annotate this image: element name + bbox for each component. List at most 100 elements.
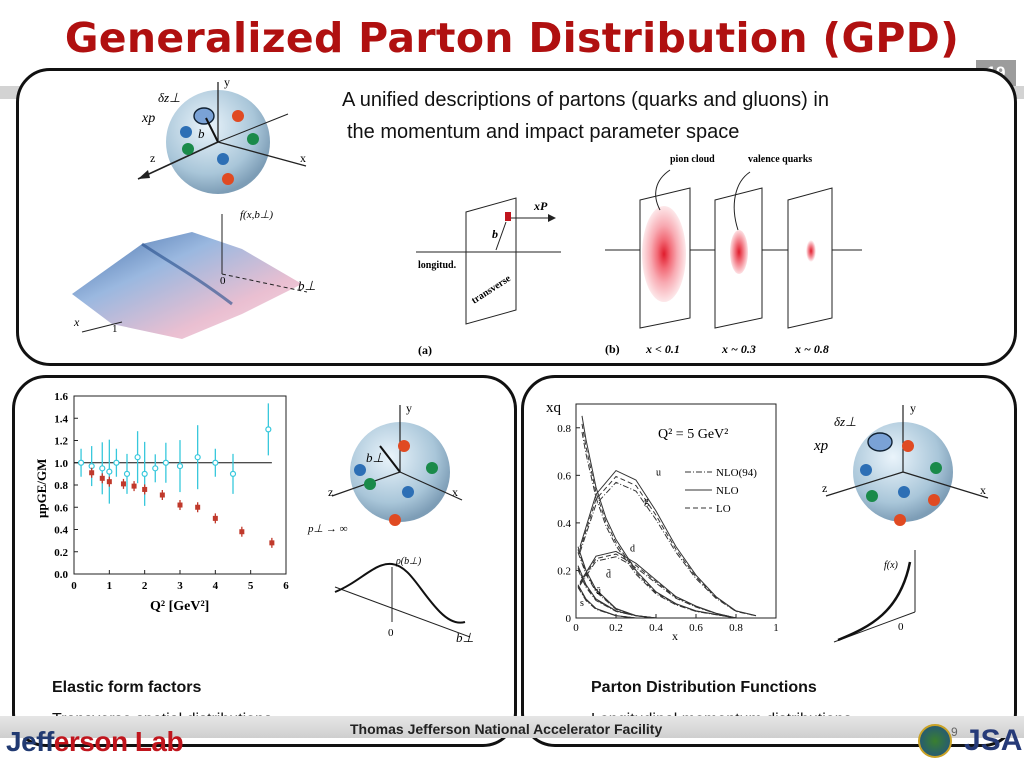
- ff-y-axis: y: [406, 401, 412, 415]
- pdf-curve-g: [581, 431, 737, 619]
- ff-data-point: [152, 465, 159, 472]
- pdf-y-tick-label: 0: [566, 613, 572, 625]
- ff-data-point: [77, 459, 85, 466]
- diagram-b-x3: x ~ 0.8: [794, 342, 829, 356]
- ff-y-tick-label: 0.2: [54, 547, 68, 559]
- ff-x-tick-label: 2: [142, 580, 148, 592]
- ff-data-point: [195, 504, 201, 510]
- ff-data-point: [269, 540, 275, 546]
- legend-lo: LO: [716, 503, 731, 515]
- fx-f-label: f(x): [884, 560, 899, 571]
- diagram-a-xp: xP: [533, 199, 548, 213]
- ff-x-tick-label: 3: [177, 580, 183, 592]
- pdf-y-ticks: 0.8 0.6 0.4 0.2 0: [557, 423, 580, 625]
- label-dz: δz⊥: [158, 90, 180, 105]
- pdf-z-axis: z: [822, 481, 827, 495]
- ff-y-tick-label: 1.6: [54, 391, 68, 403]
- ff-data-point: [106, 468, 113, 475]
- elastic-form-factors-title: Elastic form factors: [52, 679, 202, 696]
- ff-data-point: [142, 486, 148, 492]
- ff-b-label: b⊥: [366, 450, 384, 465]
- ff-data-point: [134, 454, 141, 461]
- pdf-y-tick-label: 0.8: [557, 423, 571, 435]
- ff-data-point: [99, 465, 106, 472]
- pdf-q2-label: Q² = 5 GeV²: [658, 427, 728, 442]
- ff-x-tick-label: 1: [107, 580, 113, 592]
- footer-band: [0, 716, 1024, 738]
- pdf-legend: NLO(94) NLO LO: [685, 467, 757, 515]
- intro-text: A unified descriptions of partons (quark…: [342, 84, 1002, 148]
- surface-x-label: x: [73, 315, 80, 329]
- gpd-surface-plot: f(x,b⊥) x 0 1 b⊥: [72, 209, 316, 339]
- diagram-a-tag: (a): [418, 343, 432, 357]
- pdf-curve-d: [579, 556, 737, 619]
- pdf-xp-label: xp: [813, 438, 829, 454]
- pdf-y-axis: y: [910, 401, 916, 415]
- ff-xlabel: Q² [GeV²]: [150, 599, 209, 614]
- ff-y-ticks: 1.6 1.4 1.2 1.0 0.8 0.6 0.4 0.2 0.0: [54, 391, 78, 581]
- ff-data-point: [229, 470, 237, 477]
- pdf-xlabel: x: [672, 629, 678, 643]
- pdf-curves: [577, 415, 757, 619]
- label-z: z: [150, 151, 155, 165]
- surface-one-label: 1: [112, 323, 118, 335]
- pdf-curve-label: s: [580, 598, 584, 609]
- ff-data-point: [113, 459, 120, 466]
- ff-data-point: [239, 529, 245, 535]
- ff-data-point: [194, 454, 201, 461]
- ff-sphere-figure: y z x b⊥ p⊥ → ∞: [307, 401, 463, 535]
- pdf-curve-labels: u g d d̄ ū s: [580, 467, 661, 609]
- diagram-a-b: b: [492, 227, 498, 241]
- pdf-curve-u: [579, 469, 757, 617]
- pdf-x-tick-label: 0: [573, 622, 579, 634]
- pdf-dz-label: δz⊥: [834, 414, 856, 429]
- label-y: y: [224, 75, 230, 89]
- surface-f-label: f(x,b⊥): [240, 209, 273, 221]
- legend-nlo: NLO: [716, 485, 739, 497]
- slide-title: Generalized Parton Distribution (GPD): [64, 14, 960, 62]
- pdf-y-tick-label: 0.2: [557, 565, 571, 577]
- ff-z-axis: z: [328, 485, 333, 499]
- diagram-b-x2: x ~ 0.3: [721, 342, 756, 356]
- surface-zero-label: 0: [220, 275, 226, 287]
- diagram-a-longitud: longitud.: [418, 260, 457, 271]
- pdf-curve-label: d: [630, 543, 635, 554]
- jefferson-lab-logo: Jefferson Lab: [6, 726, 184, 758]
- pion-cloud-label: pion cloud: [670, 154, 715, 165]
- ff-data-point: [265, 426, 272, 433]
- pdf-curve-s: [577, 587, 637, 619]
- ff-y-tick-label: 0.6: [54, 502, 68, 514]
- pdf-curve-ū: [577, 569, 657, 619]
- ff-x-axis: x: [452, 485, 458, 499]
- ff-data-point: [99, 475, 105, 481]
- ff-data-point: [212, 515, 218, 521]
- lab-name-part2: erson Lab: [53, 726, 184, 757]
- pdf-curve-u: [579, 481, 757, 617]
- transverse-density-plot: ρ(b⊥) 0 b⊥: [334, 556, 474, 645]
- ff-data-point: [120, 481, 126, 487]
- pdf-curve-label: d̄: [606, 568, 611, 580]
- pdf-curve-u: [579, 475, 757, 617]
- ff-data-point: [141, 470, 148, 477]
- ff-x-ticks: 0 1 2 3 4 5 6: [71, 570, 289, 592]
- form-factor-chart: 1.6 1.4 1.2 1.0 0.8 0.6 0.4 0.2 0.0 0 1 2 3 4 5 6 μpGE…: [34, 391, 289, 614]
- ff-ylabel: μpGE/GM: [34, 459, 49, 518]
- density-rho: ρ(b⊥): [395, 556, 422, 567]
- pdf-curve-d̄: [577, 552, 657, 619]
- diagram-b-x1: x < 0.1: [645, 342, 680, 356]
- ff-y-tick-label: 0.4: [54, 525, 68, 537]
- ff-points: [77, 403, 275, 548]
- ff-y-tick-label: 0.8: [54, 480, 68, 492]
- footer-small-number: 9: [951, 725, 958, 739]
- ff-data-point: [176, 462, 184, 470]
- valence-quarks-label: valence quarks: [748, 154, 812, 165]
- label-x: x: [300, 151, 306, 165]
- pdf-sphere-figure: δz⊥ xp y z x: [813, 401, 989, 526]
- doe-seal-icon: [918, 724, 952, 758]
- surface-b-label: b⊥: [298, 278, 316, 293]
- pdf-x-tick-label: 0.4: [649, 622, 663, 634]
- ff-data-point: [106, 479, 112, 485]
- ff-x-tick-label: 6: [283, 580, 289, 592]
- ff-data-point: [89, 470, 95, 476]
- ff-data-point: [123, 470, 131, 477]
